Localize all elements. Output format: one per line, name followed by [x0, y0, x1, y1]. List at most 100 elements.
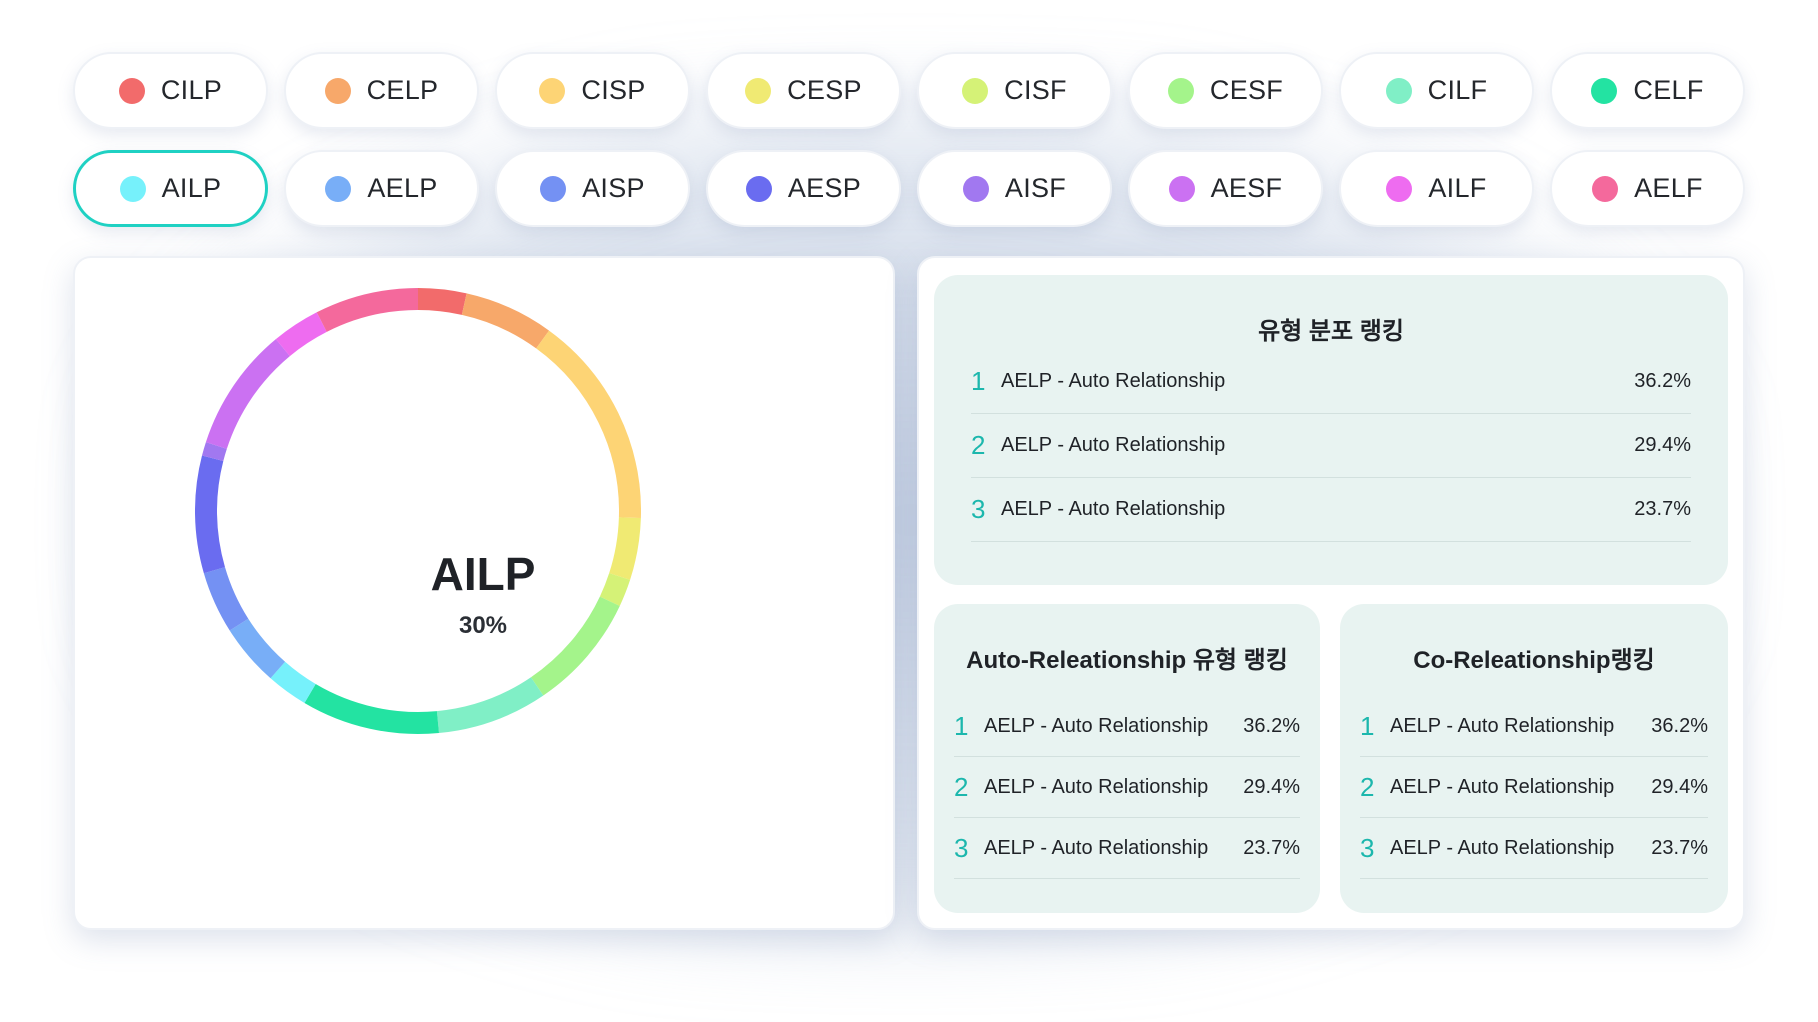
- ranking-row: 2 AELP - Auto Relationship 29.4%: [971, 414, 1691, 478]
- rank-label: AELP - Auto Relationship: [1390, 714, 1615, 737]
- chip-label: CILF: [1427, 75, 1488, 105]
- type-chip-cisp[interactable]: CISP: [495, 52, 690, 129]
- type-chip-aelf[interactable]: AELF: [1550, 150, 1745, 227]
- donut-segment-cilp: [417, 288, 467, 315]
- chip-label: CILP: [160, 75, 223, 105]
- type-chip-celf[interactable]: CELF: [1550, 52, 1745, 129]
- donut-segment-aisp: [203, 566, 249, 631]
- color-dot-icon: [1168, 175, 1195, 202]
- ranking-row: 3 AELP - Auto Relationship 23.7%: [954, 818, 1300, 879]
- type-chip-ailp[interactable]: AILP: [73, 150, 268, 227]
- chip-label: AELP: [367, 173, 438, 203]
- chip-label: AISP: [582, 173, 645, 203]
- ranking-list: 1 AELP - Auto Relationship 36.2% 2 AELP …: [954, 696, 1300, 879]
- type-chip-cesf[interactable]: CESF: [1128, 52, 1323, 129]
- color-dot-icon: [119, 175, 146, 202]
- donut-chart: [195, 288, 641, 734]
- rank-percent: 23.7%: [1243, 836, 1300, 859]
- color-dot-icon: [962, 175, 989, 202]
- ranking-row: 2 AELP - Auto Relationship 29.4%: [954, 757, 1300, 818]
- rank-percent: 29.4%: [1634, 434, 1691, 456]
- type-chip-aisp[interactable]: AISP: [495, 150, 690, 227]
- donut-segment-aelf: [316, 288, 419, 332]
- rank-number: 2: [971, 430, 986, 460]
- ranking-row: 3 AELP - Auto Relationship 23.7%: [971, 478, 1691, 542]
- rank-percent: 29.4%: [1243, 775, 1300, 798]
- chip-label: CELF: [1633, 75, 1704, 105]
- color-dot-icon: [745, 77, 772, 104]
- type-chip-cilf[interactable]: CILF: [1339, 52, 1534, 129]
- type-chip-cisf[interactable]: CISF: [917, 52, 1112, 129]
- color-dot-icon: [745, 175, 772, 202]
- type-chip-cilp[interactable]: CILP: [73, 52, 268, 129]
- type-chip-aisf[interactable]: AISF: [917, 150, 1112, 227]
- auto-relationship-ranking-card: Auto-Releationship 유형 랭킹 1 AELP - Auto R…: [934, 604, 1320, 913]
- card-title: Auto-Releationship 유형 랭킹: [966, 647, 1288, 674]
- chip-label: AILP: [161, 173, 222, 203]
- donut-center-percent: 30%: [458, 612, 508, 639]
- ranking-row: 1 AELP - Auto Relationship 36.2%: [1360, 696, 1708, 757]
- chip-label: AILF: [1428, 173, 1487, 203]
- ranking-row: 1 AELP - Auto Relationship 36.2%: [971, 350, 1691, 414]
- donut-segment-ailp: [270, 661, 316, 703]
- type-distribution-ranking-card: 유형 분포 랭킹 1 AELP - Auto Relationship 36.2…: [934, 275, 1728, 585]
- chip-label: AESF: [1210, 173, 1283, 203]
- color-dot-icon: [118, 77, 145, 104]
- chip-label: CESP: [787, 75, 862, 105]
- donut-segment-cesf: [530, 596, 620, 696]
- chip-label: CELP: [366, 75, 439, 105]
- ranking-row: 3 AELP - Auto Relationship 23.7%: [1360, 818, 1708, 879]
- color-dot-icon: [962, 77, 989, 104]
- rank-percent: 36.2%: [1651, 714, 1708, 737]
- type-chip-list: CILP CELP CISP CESP CISF CESF CILF CELF AILP AELP…: [73, 52, 1745, 227]
- co-relationship-ranking-card: Co-Releationship랭킹 1 AELP - Auto Relatio…: [1340, 604, 1728, 913]
- chip-label: CISF: [1004, 75, 1067, 105]
- color-dot-icon: [324, 77, 351, 104]
- color-dot-icon: [1591, 77, 1618, 104]
- chip-label: CISP: [581, 75, 646, 105]
- rank-label: AELP - Auto Relationship: [1390, 836, 1615, 859]
- rank-label: AELP - Auto Relationship: [984, 836, 1209, 859]
- card-title: Co-Releationship랭킹: [1413, 647, 1655, 674]
- donut-segment-celf: [304, 683, 439, 734]
- donut-segment-celp: [461, 293, 550, 349]
- color-dot-icon: [1385, 77, 1412, 104]
- donut-segment-aesp: [195, 455, 226, 574]
- rank-number: 2: [954, 771, 969, 802]
- rank-number: 3: [971, 494, 986, 524]
- type-chip-aelp[interactable]: AELP: [284, 150, 479, 227]
- donut-segment-cisp: [536, 330, 641, 518]
- type-chip-aesf[interactable]: AESF: [1128, 150, 1323, 227]
- rank-label: AELP - Auto Relationship: [1390, 775, 1615, 798]
- donut-center-type: AILP: [430, 548, 536, 600]
- rank-label: AELP - Auto Relationship: [1001, 498, 1226, 520]
- color-dot-icon: [539, 77, 566, 104]
- rank-number: 1: [1360, 710, 1375, 741]
- type-chip-celp[interactable]: CELP: [284, 52, 479, 129]
- rank-number: 1: [971, 366, 986, 396]
- donut-segment-cesp: [609, 517, 641, 580]
- donut-segment-cilf: [436, 677, 544, 734]
- rank-label: AELP - Auto Relationship: [1001, 434, 1226, 456]
- rank-number: 2: [1360, 771, 1375, 802]
- type-chip-ailf[interactable]: AILF: [1339, 150, 1534, 227]
- ranking-row: 2 AELP - Auto Relationship 29.4%: [1360, 757, 1708, 818]
- chip-label: AESP: [787, 173, 862, 203]
- rank-label: AELP - Auto Relationship: [984, 775, 1209, 798]
- rank-number: 3: [954, 832, 969, 863]
- ranking-panel: 유형 분포 랭킹 1 AELP - Auto Relationship 36.2…: [917, 256, 1745, 930]
- color-dot-icon: [325, 175, 352, 202]
- donut-segment-aisf: [202, 442, 227, 462]
- rank-number: 3: [1360, 832, 1375, 863]
- rank-percent: 29.4%: [1651, 775, 1708, 798]
- donut-segment-cisf: [599, 572, 631, 606]
- type-chip-cesp[interactable]: CESP: [706, 52, 901, 129]
- color-dot-icon: [1167, 77, 1194, 104]
- ranking-list: 1 AELP - Auto Relationship 36.2% 2 AELP …: [971, 350, 1691, 542]
- donut-segment-aesf: [205, 339, 291, 450]
- rank-label: AELP - Auto Relationship: [984, 714, 1209, 737]
- rank-percent: 23.7%: [1634, 498, 1691, 520]
- donut-segment-ailf: [275, 312, 327, 357]
- rank-percent: 23.7%: [1651, 836, 1708, 859]
- type-chip-aesp[interactable]: AESP: [706, 150, 901, 227]
